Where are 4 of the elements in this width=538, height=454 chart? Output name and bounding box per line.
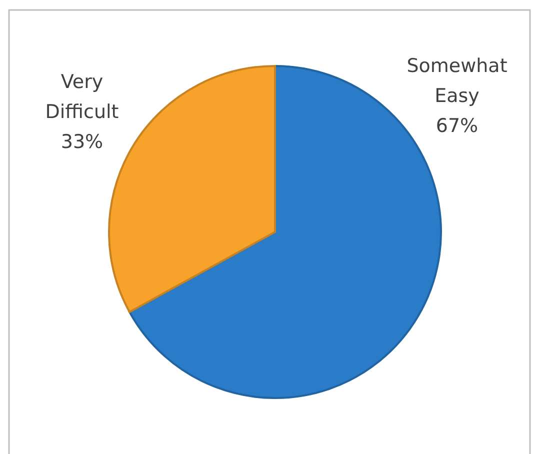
- slice-label: Somewhat Easy: [406, 55, 508, 107]
- slice-label: Very Difficult: [45, 71, 119, 123]
- data-label: 33%: [60, 131, 104, 153]
- data-label: 67%: [436, 115, 478, 137]
